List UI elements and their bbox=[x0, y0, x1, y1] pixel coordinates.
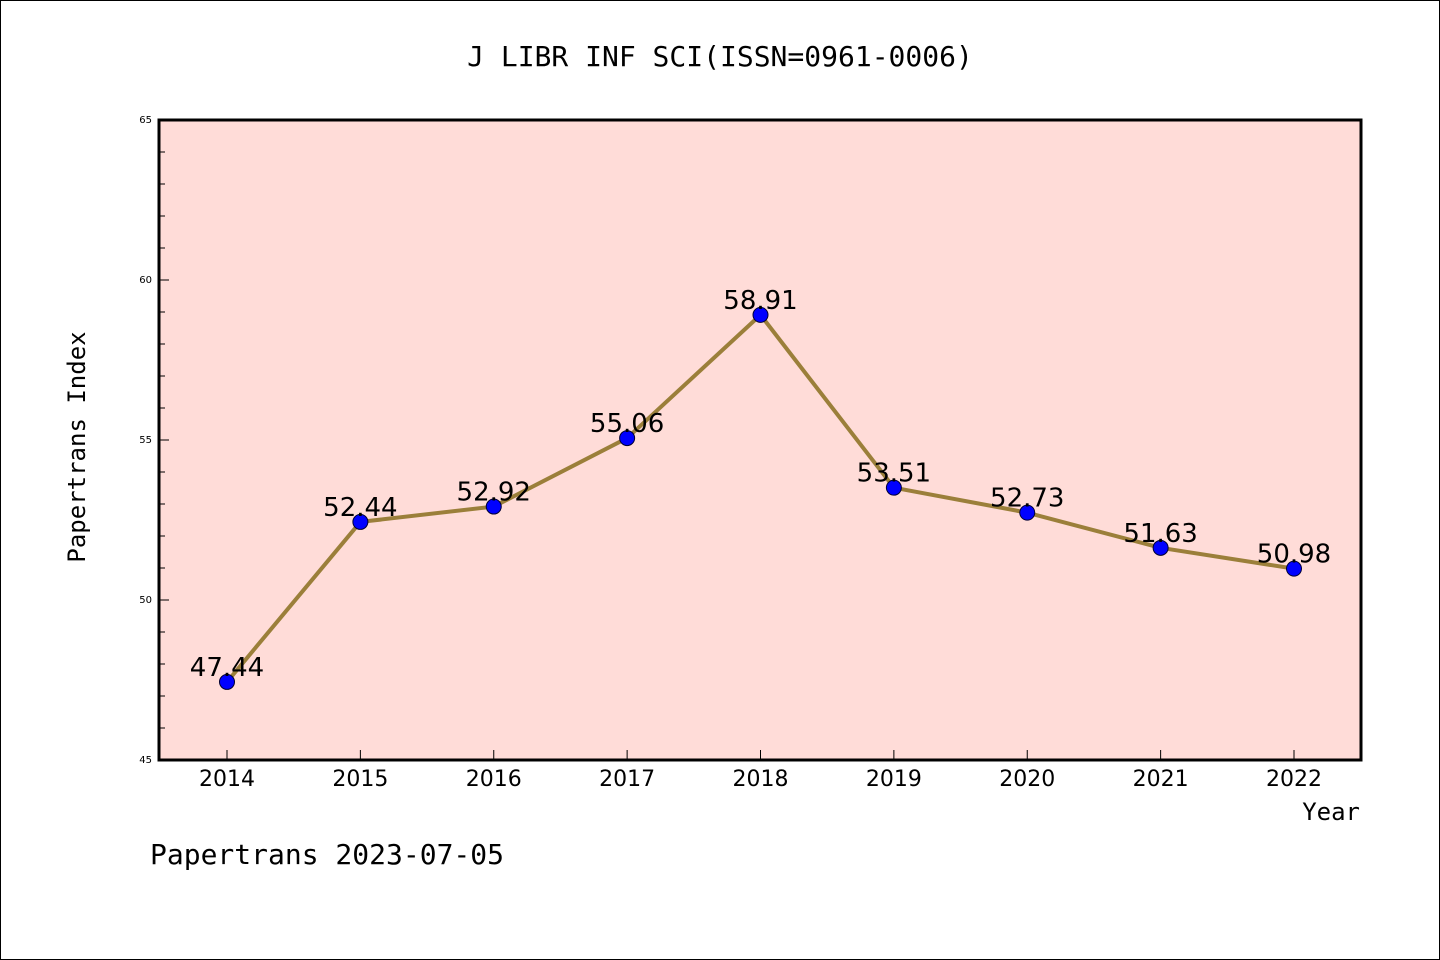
x-tick-label: 2019 bbox=[866, 767, 922, 792]
data-label: 50.98 bbox=[1257, 540, 1331, 570]
x-tick-label: 2021 bbox=[1133, 767, 1189, 792]
data-point bbox=[219, 673, 235, 690]
y-axis-label: Papertrans Index bbox=[63, 331, 91, 562]
x-axis-label: Year bbox=[1302, 798, 1360, 826]
data-point bbox=[1152, 539, 1169, 556]
data-label: 47.44 bbox=[190, 653, 264, 683]
x-axis-tick-labels: 2014 2015 2016 2017 2018 2019 2020 2021 2022 bbox=[199, 767, 1322, 792]
data-label: 58.91 bbox=[723, 286, 797, 316]
plot-area bbox=[157, 118, 1363, 762]
data-point bbox=[352, 513, 369, 530]
data-label: 55.06 bbox=[590, 409, 664, 439]
x-tick-label: 2017 bbox=[599, 767, 655, 792]
y-axis-tick-labels: 45 50 55 60 65 bbox=[139, 115, 152, 766]
chart-title: J LIBR INF SCI(ISSN=0961-0006) bbox=[467, 40, 973, 73]
data-label: 52.44 bbox=[323, 493, 397, 523]
data-point bbox=[752, 306, 769, 323]
data-point bbox=[619, 430, 636, 447]
x-tick-label: 2018 bbox=[733, 767, 789, 792]
x-tick-label: 2015 bbox=[332, 767, 388, 792]
footer-date: Papertrans 2023-07-05 bbox=[150, 838, 504, 871]
data-label: 52.73 bbox=[990, 484, 1064, 514]
y-tick-label: 60 bbox=[139, 275, 152, 286]
data-label: 52.92 bbox=[457, 478, 531, 508]
x-tick-label: 2020 bbox=[999, 767, 1055, 792]
y-tick-label: 55 bbox=[139, 435, 152, 446]
data-points bbox=[219, 306, 1302, 690]
data-label: 51.63 bbox=[1123, 519, 1197, 549]
data-point bbox=[1019, 504, 1036, 521]
x-tick-label: 2016 bbox=[466, 767, 522, 792]
y-tick-label: 50 bbox=[139, 595, 152, 606]
data-label: 53.51 bbox=[857, 459, 931, 489]
y-axis-ticks bbox=[159, 119, 169, 761]
data-point bbox=[1286, 560, 1302, 577]
y-tick-label: 45 bbox=[139, 755, 152, 766]
y-tick-label: 65 bbox=[139, 115, 152, 126]
data-labels: 47.44 52.44 52.92 55.06 58.91 53.51 52.73 51.63… bbox=[190, 286, 1331, 683]
data-point bbox=[885, 479, 902, 496]
x-axis-ticks bbox=[226, 750, 1295, 760]
x-tick-label: 2022 bbox=[1266, 767, 1322, 792]
x-tick-label: 2014 bbox=[199, 767, 255, 792]
data-point bbox=[485, 498, 502, 515]
